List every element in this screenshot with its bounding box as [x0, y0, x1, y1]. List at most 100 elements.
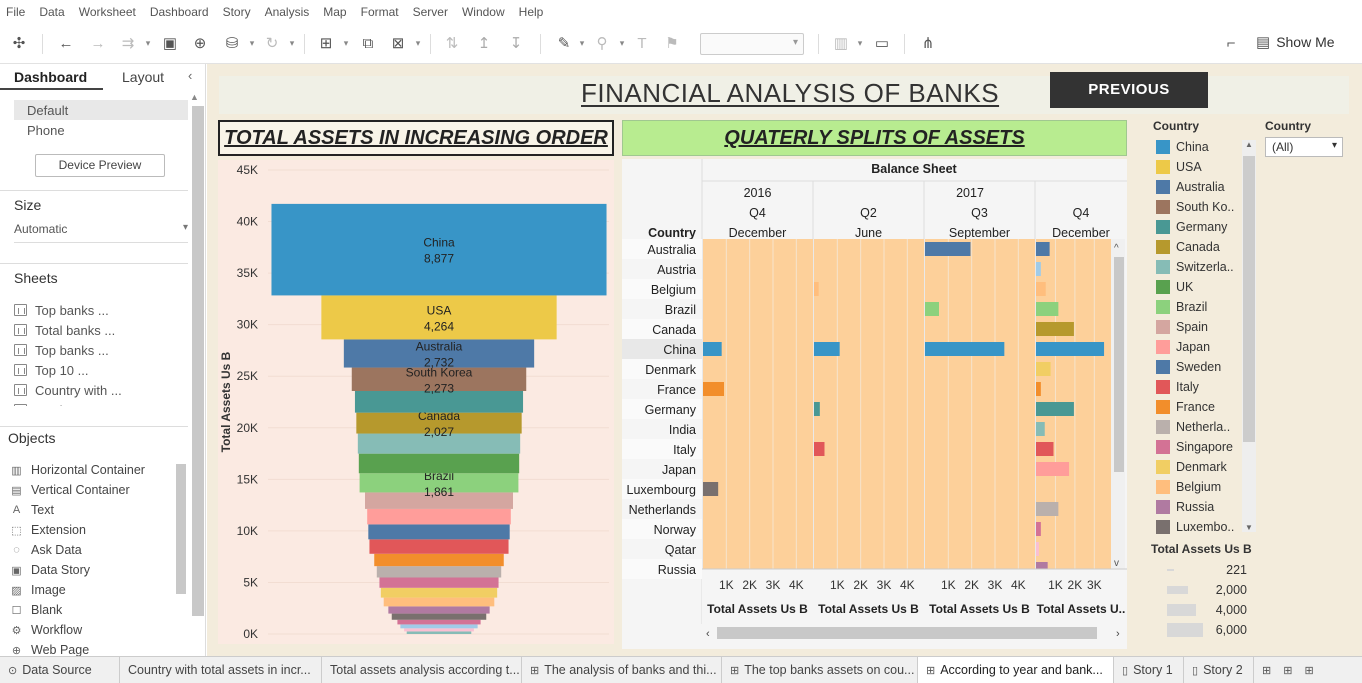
funnel-bar-denmark[interactable]: [380, 587, 498, 598]
size-select[interactable]: Automatic: [14, 222, 188, 236]
cell-bar[interactable]: [1036, 542, 1039, 556]
legend-item[interactable]: Singapore: [1147, 437, 1257, 457]
cell-bar[interactable]: [925, 302, 939, 316]
cell-bar[interactable]: [1036, 302, 1059, 316]
save-icon[interactable]: ▣: [162, 35, 178, 52]
object-extension[interactable]: ⬚ Extension: [10, 520, 180, 540]
funnel-bar-usa[interactable]: [321, 295, 557, 340]
funnel-bar-austria[interactable]: [400, 624, 478, 629]
show-cards-icon[interactable]: ▥: [833, 35, 849, 52]
sheet-tab[interactable]: ⊙ Data Source: [0, 657, 120, 683]
funnel-bar-belgium[interactable]: [383, 597, 495, 607]
sheet-item[interactable]: Total assets ...: [14, 400, 184, 406]
new-worksheet-dropdown-icon[interactable]: ▾: [343, 37, 349, 48]
sheet-tab[interactable]: ⊞ According to year and bank...: [918, 657, 1114, 683]
cell-bar[interactable]: [814, 282, 819, 296]
replay-dropdown-icon[interactable]: ▾: [145, 37, 151, 48]
menu-format[interactable]: Format: [360, 5, 399, 19]
scrollbar-thumb[interactable]: [1243, 156, 1255, 442]
fit-dropdown[interactable]: [700, 33, 804, 55]
pin-icon[interactable]: ⚑: [665, 35, 679, 52]
object-text[interactable]: A Text: [10, 500, 180, 520]
menu-story[interactable]: Story: [222, 5, 251, 19]
scroll-down-icon[interactable]: ▼: [1245, 523, 1253, 532]
funnel-bar-netherlands[interactable]: [376, 566, 502, 578]
refresh-icon[interactable]: ↻: [265, 35, 279, 52]
object-blank[interactable]: ☐ Blank: [10, 600, 180, 620]
group-icon[interactable]: ⚲: [596, 35, 608, 52]
highlight-dropdown-icon[interactable]: ▾: [579, 37, 585, 48]
legend-item[interactable]: Sweden: [1147, 357, 1257, 377]
funnel-bar-brazil[interactable]: [359, 473, 519, 493]
group-dropdown-icon[interactable]: ▾: [619, 37, 625, 48]
cell-bar[interactable]: [1036, 282, 1046, 296]
device-preview-button[interactable]: Device Preview: [35, 154, 165, 177]
new-worksheet-icon[interactable]: ⊞: [319, 35, 333, 52]
scroll-up-icon[interactable]: ^: [1114, 243, 1119, 254]
quarterly-table[interactable]: Balance Sheet 2016 2017 Q4 December Q2 June Q3 S…: [622, 159, 1127, 649]
sheet-item[interactable]: Top banks ...: [14, 300, 184, 320]
format-painter-icon[interactable]: ⌐: [1226, 34, 1236, 52]
undo-icon[interactable]: ←: [58, 34, 74, 52]
new-data-source-icon[interactable]: ⊕: [193, 35, 207, 52]
cell-bar[interactable]: [703, 342, 722, 356]
sort-descending-icon[interactable]: ↧: [509, 35, 523, 52]
clear-dropdown-icon[interactable]: ▾: [415, 37, 421, 48]
objects-scrollbar-thumb[interactable]: [176, 464, 186, 594]
funnel-bar-south-korea[interactable]: [351, 367, 527, 391]
cell-bar[interactable]: [1036, 362, 1051, 376]
table-scrollbar-thumb[interactable]: [1114, 257, 1124, 472]
funnel-bar-singapore[interactable]: [379, 577, 499, 588]
cell-bar[interactable]: [1036, 262, 1041, 276]
clear-sheet-icon[interactable]: ⊠: [391, 35, 405, 52]
legend-item[interactable]: Netherla..: [1147, 417, 1257, 437]
legend-item[interactable]: UK: [1147, 277, 1257, 297]
sheet-tab[interactable]: ▯ Story 2: [1184, 657, 1254, 683]
cards-dropdown-icon[interactable]: ▾: [857, 37, 863, 48]
legend-item[interactable]: Japan: [1147, 337, 1257, 357]
menu-worksheet[interactable]: Worksheet: [78, 5, 136, 19]
share-icon[interactable]: ⋔: [921, 35, 935, 52]
sheet-item[interactable]: Country with ...: [14, 380, 184, 400]
object-vertical-container[interactable]: ▤ Vertical Container: [10, 480, 180, 500]
funnel-chart[interactable]: 0K 5K 10K 15K 20K 25K 30K 35K 40K 45K Total Assets…: [218, 160, 614, 644]
refresh-dropdown-icon[interactable]: ▾: [289, 37, 295, 48]
sheet-tab[interactable]: Country with total assets in incr...: [120, 657, 322, 683]
cell-bar[interactable]: [1036, 522, 1041, 536]
legend-item[interactable]: Spain: [1147, 317, 1257, 337]
device-default[interactable]: Default: [14, 100, 188, 120]
sheet-item[interactable]: Top banks ...: [14, 340, 184, 360]
menu-file[interactable]: File: [6, 5, 26, 19]
menu-map[interactable]: Map: [323, 5, 347, 19]
pause-dropdown-icon[interactable]: ▾: [249, 37, 255, 48]
collapse-pane-icon[interactable]: ‹: [188, 68, 193, 83]
cell-bar[interactable]: [703, 482, 719, 496]
left-pane-scrollbar[interactable]: ▲: [190, 92, 204, 656]
scroll-up-icon[interactable]: ▲: [190, 92, 199, 102]
cell-bar[interactable]: [1036, 502, 1059, 516]
menu-data[interactable]: Data: [39, 5, 65, 19]
cell-bar[interactable]: [1036, 322, 1074, 336]
sheet-tab[interactable]: ▯ Story 1: [1114, 657, 1184, 683]
object-image[interactable]: ▨ Image: [10, 580, 180, 600]
legend-item[interactable]: China: [1147, 137, 1257, 157]
funnel-bar-spain[interactable]: [365, 492, 513, 509]
highlight-icon[interactable]: ✎: [557, 35, 571, 52]
object-horizontal-container[interactable]: ▥ Horizontal Container: [10, 460, 180, 480]
cell-bar[interactable]: [1036, 442, 1054, 456]
cell-bar[interactable]: [814, 402, 820, 416]
object-data-story[interactable]: ▣ Data Story: [10, 560, 180, 580]
cell-bar[interactable]: [925, 342, 1005, 356]
cell-bar[interactable]: [1036, 242, 1050, 256]
legend-item[interactable]: Russia: [1147, 497, 1257, 517]
cell-bar[interactable]: [814, 342, 840, 356]
menu-dashboard[interactable]: Dashboard: [149, 5, 209, 19]
funnel-bar-qatar[interactable]: [404, 628, 474, 632]
sheet-tab[interactable]: ⊞ The top banks assets on cou...: [722, 657, 918, 683]
menu-help[interactable]: Help: [518, 5, 544, 19]
cell-bar[interactable]: [925, 242, 971, 256]
object-ask-data[interactable]: ◌ Ask Data: [10, 540, 180, 560]
presentation-icon[interactable]: ▭: [874, 35, 890, 52]
new-story-icon[interactable]: ⊞: [1304, 664, 1314, 677]
legend-item[interactable]: Australia: [1147, 177, 1257, 197]
